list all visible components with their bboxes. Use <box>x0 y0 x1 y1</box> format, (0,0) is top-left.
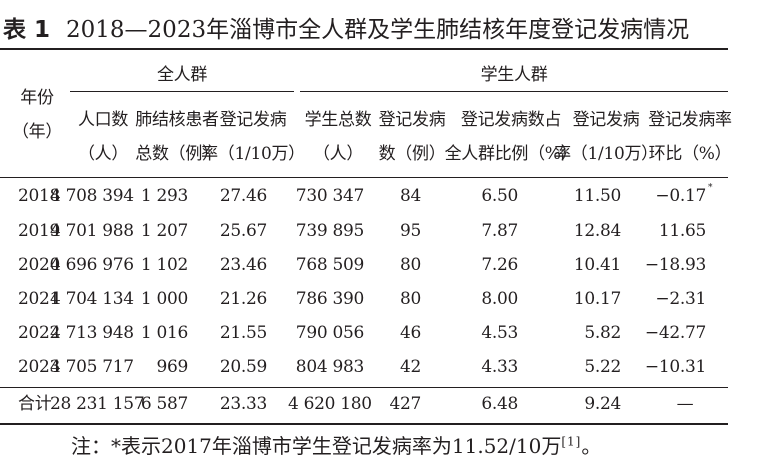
column-header-1-line2: （人） <box>77 144 129 164</box>
total-cell: 6.48 <box>481 394 518 414</box>
column-header-7-line1: 登记发病 <box>572 110 640 130</box>
column-header-7-line2: 率（1/10万） <box>554 144 658 164</box>
row-year: 2021 <box>18 289 61 309</box>
column-header-4-line2: （人） <box>312 144 364 164</box>
column-header-5-line1: 登记发病 <box>378 110 446 130</box>
column-header-5-line2: 数（例） <box>378 144 446 164</box>
table-cell: 5.82 <box>584 323 621 343</box>
table-cell: 804 983 <box>295 357 365 377</box>
table-cell: 4 708 394 <box>50 186 134 206</box>
total-cell: 23.33 <box>219 394 267 414</box>
column-header-3-line1: 登记发病 <box>219 110 287 130</box>
table-cell: 42 <box>399 357 421 377</box>
table-cell: −0.17 <box>655 186 706 206</box>
table-cell: 20.59 <box>219 357 267 377</box>
table-cell: 768 509 <box>295 255 365 275</box>
table-cell: 84 <box>399 186 421 206</box>
footnote-reference: [1] <box>561 434 582 449</box>
column-header-4-line1: 学生总数 <box>304 110 372 130</box>
table-caption: 表 1 2018—2023年淄博市全人群及学生肺结核年度登记发病情况 <box>0 10 761 50</box>
header-rule <box>0 177 728 178</box>
total-cell: 4 620 180 <box>288 394 372 414</box>
table-cell: 4 704 134 <box>50 289 134 309</box>
total-rule <box>0 387 728 388</box>
table-cell: 12.84 <box>573 221 621 241</box>
table-cell: −18.93 <box>644 255 706 275</box>
year-header-line2: （年） <box>11 122 63 142</box>
table-cell: 739 895 <box>295 221 365 241</box>
table-cell: 1 000 <box>140 289 188 309</box>
table-cell: −42.77 <box>644 323 706 343</box>
table-cell: 11.65 <box>658 221 706 241</box>
table-cell: 5.22 <box>584 357 621 377</box>
table-cell: 80 <box>399 255 421 275</box>
group-all-header: 全人群 <box>156 65 208 85</box>
table-cell: 80 <box>399 289 421 309</box>
row-year: 2020 <box>18 255 61 275</box>
column-header-3-line2: 率（1/10万） <box>201 144 305 164</box>
table-cell: 4 705 717 <box>50 357 134 377</box>
top-rule <box>0 48 728 50</box>
footnote-text: 注：*表示2017年淄博市学生登记发病率为11.52/10万 <box>71 434 562 458</box>
table-label: 表 1 <box>3 17 51 43</box>
table-cell: 7.87 <box>481 221 518 241</box>
table-cell: 786 390 <box>295 289 365 309</box>
column-header-8-line2: 环比（%） <box>648 144 732 164</box>
column-header-1-line1: 人口数 <box>77 110 129 130</box>
table-cell: 25.67 <box>219 221 267 241</box>
row-year: 2022 <box>18 323 61 343</box>
group-rule-students <box>300 91 728 92</box>
total-cell: 427 <box>389 394 421 414</box>
table-cell: 4 701 988 <box>50 221 134 241</box>
column-header-2-line1: 肺结核患者 <box>135 110 219 130</box>
table-cell: 8.00 <box>481 289 518 309</box>
footnote-end: 。 <box>581 434 602 458</box>
table-cell: 4 713 948 <box>50 323 134 343</box>
table-title: 2018—2023年淄博市全人群及学生肺结核年度登记发病情况 <box>66 17 690 43</box>
table-cell: −2.31 <box>655 289 706 309</box>
column-header-6-line2: 全人群比例（%） <box>444 144 578 164</box>
total-cell: 9.24 <box>584 394 621 414</box>
row-year: 2019 <box>18 221 61 241</box>
table-cell: 21.55 <box>219 323 267 343</box>
table-cell: 21.26 <box>219 289 267 309</box>
total-cell: 6 587 <box>140 394 188 414</box>
table-cell: 1 102 <box>140 255 188 275</box>
table-cell: 10.41 <box>573 255 621 275</box>
total-cell: — <box>676 394 694 414</box>
group-students-header: 学生人群 <box>480 65 548 85</box>
table-cell: 1 016 <box>140 323 188 343</box>
row-year: 2018 <box>18 186 61 206</box>
table-cell: 969 <box>156 357 188 377</box>
table-cell: 11.50 <box>573 186 621 206</box>
table-cell: 1 293 <box>140 186 188 206</box>
table-cell: 95 <box>399 221 421 241</box>
total-label: 合计 <box>18 394 52 414</box>
bottom-rule <box>0 423 728 425</box>
table-cell: 730 347 <box>295 186 365 206</box>
column-header-2-line2: 总数（例） <box>135 144 219 164</box>
table-cell: 46 <box>399 323 421 343</box>
table-cell: 7.26 <box>481 255 518 275</box>
table-cell: 10.17 <box>573 289 621 309</box>
table-cell: 23.46 <box>219 255 267 275</box>
table-cell: 27.46 <box>219 186 267 206</box>
table-cell: 4 696 976 <box>50 255 134 275</box>
total-cell: 28 231 157 <box>50 394 145 414</box>
row-year: 2023 <box>18 357 61 377</box>
table-cell: 790 056 <box>295 323 365 343</box>
table-cell: 6.50 <box>481 186 518 206</box>
table-footnote: 注：*表示2017年淄博市学生登记发病率为11.52/10万[1]。 <box>71 432 601 460</box>
table-cell: −10.31 <box>644 357 706 377</box>
column-header-6-line1: 登记发病数占 <box>460 110 562 130</box>
table-cell: 1 207 <box>140 221 188 241</box>
table-cell: 4.53 <box>481 323 518 343</box>
column-header-8-line1: 登记发病率 <box>648 110 732 130</box>
year-header-line1: 年份 <box>20 88 54 108</box>
table-cell: 4.33 <box>481 357 518 377</box>
group-rule-all <box>70 91 294 92</box>
